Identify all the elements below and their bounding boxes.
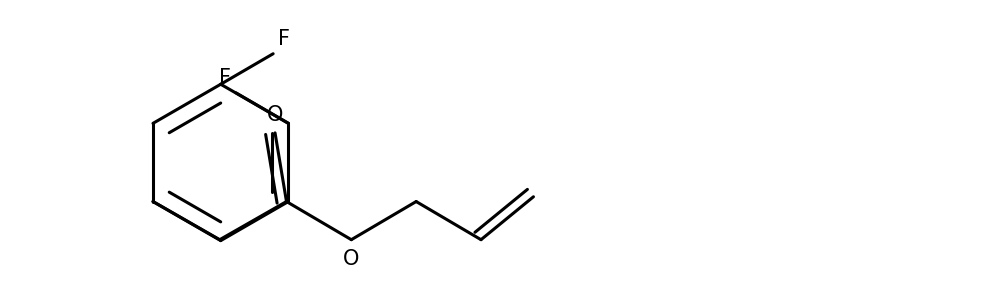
Text: F: F (219, 68, 231, 88)
Text: O: O (343, 249, 359, 269)
Text: F: F (278, 29, 290, 49)
Text: O: O (267, 105, 283, 125)
